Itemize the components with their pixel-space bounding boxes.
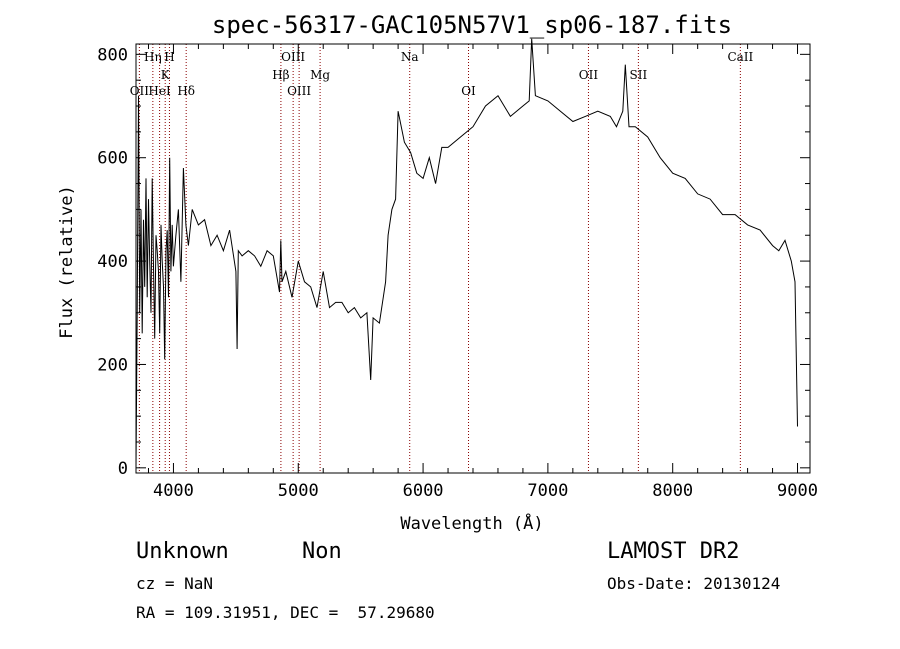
x-tick-label: 8000 bbox=[652, 481, 693, 501]
x-tick-label: 6000 bbox=[403, 481, 444, 501]
spectral-line-label: Hβ bbox=[272, 68, 289, 82]
plot-frame bbox=[135, 43, 811, 474]
y-tick-label: 400 bbox=[97, 252, 128, 272]
spectrum-series-line bbox=[135, 38, 798, 468]
spectral-line-markers: OII Hη HeI KH Hδ Hβ OIII OIII Mg Na OI OII SII CaII bbox=[130, 44, 754, 473]
coordinates: RA = 109.31951, DEC = 57.29680 bbox=[136, 603, 435, 622]
y-tick-label: 0 bbox=[118, 459, 128, 479]
observation-date: Obs-Date: 20130124 bbox=[607, 574, 781, 593]
chart-title: spec-56317-GAC105N57V1_sp06-187.fits bbox=[212, 11, 732, 39]
x-tick-label: 9000 bbox=[777, 481, 818, 501]
x-axis-label: Wavelength (Å) bbox=[400, 512, 543, 534]
y-tick-label: 800 bbox=[97, 45, 128, 65]
spectral-line-label: OII bbox=[579, 68, 599, 82]
x-tick-label: 5000 bbox=[278, 481, 319, 501]
spectral-line-label: OII bbox=[130, 84, 150, 98]
survey-name: LAMOST DR2 bbox=[607, 539, 740, 564]
spectral-line-label: OIII bbox=[287, 84, 311, 98]
x-tick-label: 4000 bbox=[153, 481, 194, 501]
spectral-line-label: CaII bbox=[727, 50, 753, 64]
spectral-line-label: H bbox=[164, 50, 174, 64]
spectral-line-label: Mg bbox=[310, 68, 330, 82]
object-subclass: Non bbox=[302, 539, 342, 564]
spectral-line-label: HeI bbox=[148, 84, 171, 98]
spectral-line-label: SII bbox=[630, 68, 648, 82]
y-tick-label: 200 bbox=[97, 355, 128, 375]
spectral-line-label: Hη bbox=[144, 50, 162, 64]
y-axis-ticks: 0 200 400 600 800 bbox=[97, 45, 810, 479]
object-class: Unknown bbox=[136, 539, 229, 564]
redshift-cz: cz = NaN bbox=[136, 574, 214, 593]
y-axis-label: Flux (relative) bbox=[57, 185, 77, 339]
spectral-line-label: OIII bbox=[281, 50, 305, 64]
y-tick-label: 600 bbox=[97, 149, 128, 169]
spectral-line-label: Na bbox=[401, 50, 419, 64]
x-axis-ticks: 4000 5000 6000 7000 8000 9000 bbox=[147, 44, 818, 501]
spectral-line-label: OI bbox=[461, 84, 476, 98]
spectral-line-label: Hδ bbox=[177, 84, 195, 98]
x-tick-label: 7000 bbox=[527, 481, 568, 501]
spectral-line-label: K bbox=[161, 68, 171, 82]
